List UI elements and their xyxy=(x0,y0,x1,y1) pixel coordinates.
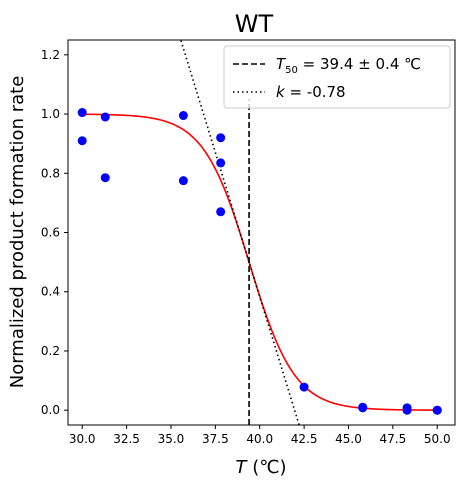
data-point xyxy=(178,111,188,121)
data-point xyxy=(216,158,226,168)
legend-box xyxy=(223,45,451,109)
data-point xyxy=(77,136,87,146)
legend-k-label: k = -0.78 xyxy=(276,83,346,101)
fit-curve xyxy=(82,113,438,411)
chart-title: WT xyxy=(235,10,274,38)
y-tick-label: 1.2 xyxy=(41,48,60,62)
x-tick-label: 32.5 xyxy=(113,432,140,446)
y-axis-ticks: 0.0 0.2 0.4 0.6 0.8 1.0 1.2 xyxy=(41,48,68,417)
x-tick-label: 40.0 xyxy=(246,432,273,446)
legend-k-text: = -0.78 xyxy=(285,83,346,101)
legend-t50-sub: 50 xyxy=(285,65,298,76)
data-point xyxy=(178,176,188,186)
x-tick-label: 42.5 xyxy=(291,432,318,446)
legend-k-var: k xyxy=(276,83,286,101)
legend-t50-label: T50 = 39.4 ± 0.4 ℃ xyxy=(276,55,421,76)
legend: T50 = 39.4 ± 0.4 ℃ k = -0.78 xyxy=(223,45,451,109)
y-tick-label: 0.4 xyxy=(41,285,60,299)
y-tick-label: 0.2 xyxy=(41,344,60,358)
legend-t50-var: T xyxy=(276,55,287,73)
x-axis-label-unit: (℃) xyxy=(247,457,287,478)
data-point xyxy=(299,382,309,392)
legend-t50-text: = 39.4 ± 0.4 ℃ xyxy=(298,55,421,73)
x-axis-ticks: 30.0 32.5 35.0 37.5 40.0 42.5 45.0 47.5 50.0 xyxy=(69,425,451,446)
y-tick-label: 1.0 xyxy=(41,107,60,121)
x-axis-label-var: T xyxy=(236,457,249,478)
data-point xyxy=(100,112,110,122)
y-tick-label: 0.6 xyxy=(41,226,60,240)
data-point xyxy=(432,405,442,415)
y-axis-label: Normalized product formation rate xyxy=(7,76,28,389)
data-point xyxy=(77,108,87,118)
x-tick-label: 45.0 xyxy=(335,432,362,446)
data-point xyxy=(100,173,110,183)
x-tick-label: 37.5 xyxy=(202,432,229,446)
plot-marks xyxy=(77,40,442,425)
x-tick-label: 30.0 xyxy=(69,432,96,446)
x-tick-label: 47.5 xyxy=(380,432,407,446)
data-point xyxy=(216,207,226,217)
x-axis-label: T (℃) xyxy=(236,457,287,478)
x-tick-label: 50.0 xyxy=(424,432,451,446)
y-tick-label: 0.0 xyxy=(41,403,60,417)
x-tick-label: 35.0 xyxy=(158,432,185,446)
data-point xyxy=(358,403,368,413)
data-point xyxy=(402,405,412,415)
data-point xyxy=(216,133,226,143)
y-tick-label: 0.8 xyxy=(41,166,60,180)
